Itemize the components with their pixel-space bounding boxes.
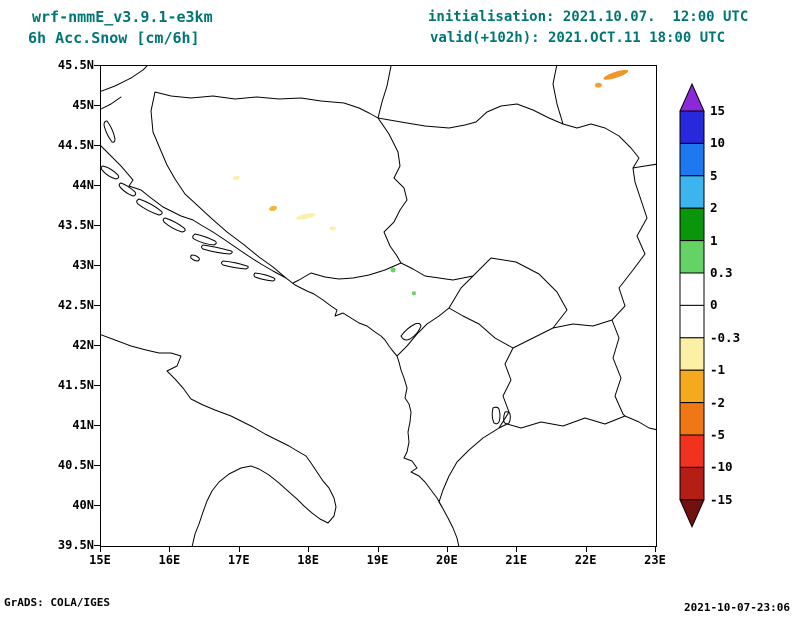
borders-bosnia-croatia-serbia	[150, 66, 408, 284]
borders-serbia-macedonia-bulgaria	[498, 167, 656, 431]
lat-tick-label: 43.5N	[57, 218, 94, 232]
lon-tick-label: 20E	[436, 553, 458, 567]
snow-shaded-patch	[329, 226, 337, 231]
lat-tick-label: 42.5N	[57, 298, 94, 312]
lon-tick-label: 19E	[366, 553, 389, 567]
colorbar-segment	[679, 272, 705, 306]
lon-tick-label: 18E	[297, 553, 319, 567]
snow-data-layer	[232, 69, 629, 296]
border-slovenia-croatia	[101, 66, 148, 110]
colorbar-segment	[679, 175, 705, 209]
border-montenegro-albania	[396, 307, 450, 357]
colorbar-svg	[679, 82, 705, 529]
colorbar-arrow-over	[679, 82, 705, 112]
lat-tick-label: 41.5N	[57, 378, 94, 392]
variable-title: 6h Acc.Snow [cm/6h]	[28, 29, 200, 47]
lon-tick-label: 17E	[227, 553, 250, 567]
lakes-shkodra-ohrid-prespa	[400, 322, 511, 425]
colorbar-segment	[679, 402, 705, 436]
colorbar-tick-label: 0	[710, 297, 718, 313]
creation-timestamp: 2021-10-07-23:06	[684, 601, 790, 614]
lon-tick-label: 23E	[644, 553, 666, 567]
colorbar-tick-label: -0.3	[710, 329, 741, 345]
colorbar-segment	[679, 142, 705, 177]
colorbar-segment	[679, 434, 705, 468]
colorbar-tick-label: 0.3	[710, 265, 733, 280]
lon-tick-label: 15E	[89, 553, 111, 567]
lat-tick-label: 45.5N	[57, 58, 94, 72]
colorbar-tick-label: 10	[710, 135, 726, 151]
lon-tick-label: 16E	[158, 553, 181, 567]
croatian-islands	[101, 120, 276, 282]
map-outlines	[101, 66, 656, 546]
colorbar-tick-label: 15	[710, 103, 726, 118]
snow-shaded-patch	[411, 291, 416, 296]
colorbar-segment	[679, 207, 705, 242]
colorbar-tick-label: -15	[710, 491, 733, 507]
border-danube-romania	[377, 66, 656, 169]
valid-time-label: valid(+102h): 2021.OCT.11 18:00 UTC	[430, 30, 726, 46]
colorbar-tick-label: 1	[710, 232, 718, 248]
snow-shaded-patch	[232, 175, 240, 181]
grads-credit: GrADS: COLA/IGES	[4, 596, 110, 609]
lon-tick-label: 22E	[574, 553, 597, 567]
colorbar-tick-label: 5	[710, 167, 718, 183]
colorbar-tick-label: 2	[710, 200, 718, 216]
snow-shaded-patch	[295, 213, 316, 220]
colorbar-segment	[679, 337, 705, 371]
lat-tick-label: 45N	[72, 98, 94, 112]
colorbar-segment	[679, 466, 705, 501]
lat-tick-label: 42N	[72, 338, 94, 352]
init-time-label: initialisation: 2021.10.07. 12:00 UTC	[428, 9, 749, 25]
coastline-adriatic-east	[101, 145, 460, 546]
border-kosovo	[448, 257, 568, 349]
map-plot-frame	[100, 65, 657, 547]
colorbar-tick-label: -1	[710, 362, 726, 378]
map-svg	[101, 66, 656, 546]
lon-tick-label: 21E	[505, 553, 528, 567]
colorbar-segment	[679, 304, 705, 339]
colorbar-arrow-under	[679, 499, 705, 529]
border-serbia-montenegro	[400, 262, 474, 281]
coastline-italy	[101, 334, 337, 546]
colorbar-segment	[679, 240, 705, 274]
colorbar-segment	[679, 369, 705, 404]
model-title: wrf-nmmE_v3.9.1-e3km	[32, 8, 213, 26]
lat-tick-label: 44N	[72, 178, 94, 192]
lat-tick-label: 44.5N	[57, 138, 94, 152]
colorbar-tick-label: -10	[710, 459, 733, 475]
lat-tick-label: 40N	[72, 498, 94, 512]
borders-albania-macedonia-greece	[438, 347, 514, 508]
lat-tick-label: 43N	[72, 258, 94, 272]
snow-shaded-patch	[594, 82, 602, 88]
colorbar-tick-label: -2	[710, 394, 726, 410]
snow-shaded-patch	[603, 69, 629, 80]
colorbar-tick-label: -5	[710, 427, 726, 442]
lat-tick-label: 40.5N	[57, 458, 94, 472]
snow-shaded-patch	[269, 205, 278, 212]
colorbar-segment	[679, 110, 705, 144]
lat-tick-label: 39.5N	[57, 538, 94, 552]
snow-shaded-patch	[390, 267, 396, 273]
lat-tick-label: 41N	[72, 418, 94, 432]
